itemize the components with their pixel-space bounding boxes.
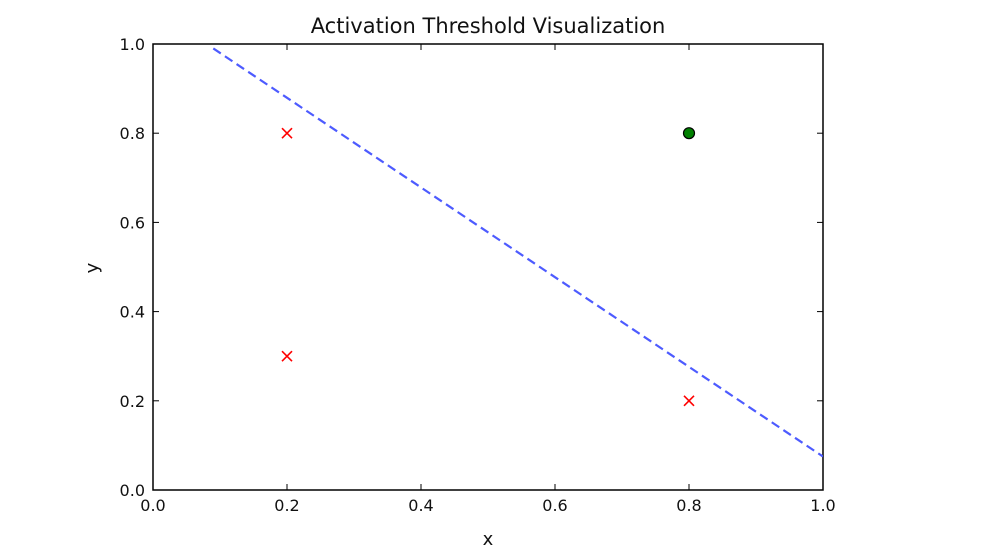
x-tick-label: 0.2 — [274, 496, 299, 515]
y-tick-label: 0.6 — [120, 213, 145, 232]
x-marker-stroke — [281, 127, 293, 139]
y-tick-label: 0.8 — [120, 124, 145, 143]
chart-title: Activation Threshold Visualization — [311, 14, 666, 38]
x-axis-label: x — [483, 529, 494, 550]
data-point-x-marker — [683, 395, 695, 407]
x-tick-label: 0.4 — [408, 496, 433, 515]
x-tick-label: 0.6 — [542, 496, 567, 515]
y-tick-label: 1.0 — [120, 35, 145, 54]
x-tick-label: 1.0 — [810, 496, 835, 515]
y-axis-label: y — [82, 262, 103, 273]
data-point-x-marker — [281, 350, 293, 362]
y-tick-label: 0.0 — [120, 481, 145, 500]
plot-frame — [152, 43, 824, 491]
y-tick-label: 0.4 — [120, 303, 145, 322]
data-point-x-marker — [281, 127, 293, 139]
y-tick-label: 0.2 — [120, 392, 145, 411]
x-tick-label: 0.8 — [676, 496, 701, 515]
x-tick-label: 0.0 — [140, 496, 165, 515]
threshold-line — [212, 47, 823, 458]
data-point-circle-marker — [682, 127, 696, 140]
x-marker-stroke — [683, 395, 695, 407]
x-marker-stroke — [281, 350, 293, 362]
